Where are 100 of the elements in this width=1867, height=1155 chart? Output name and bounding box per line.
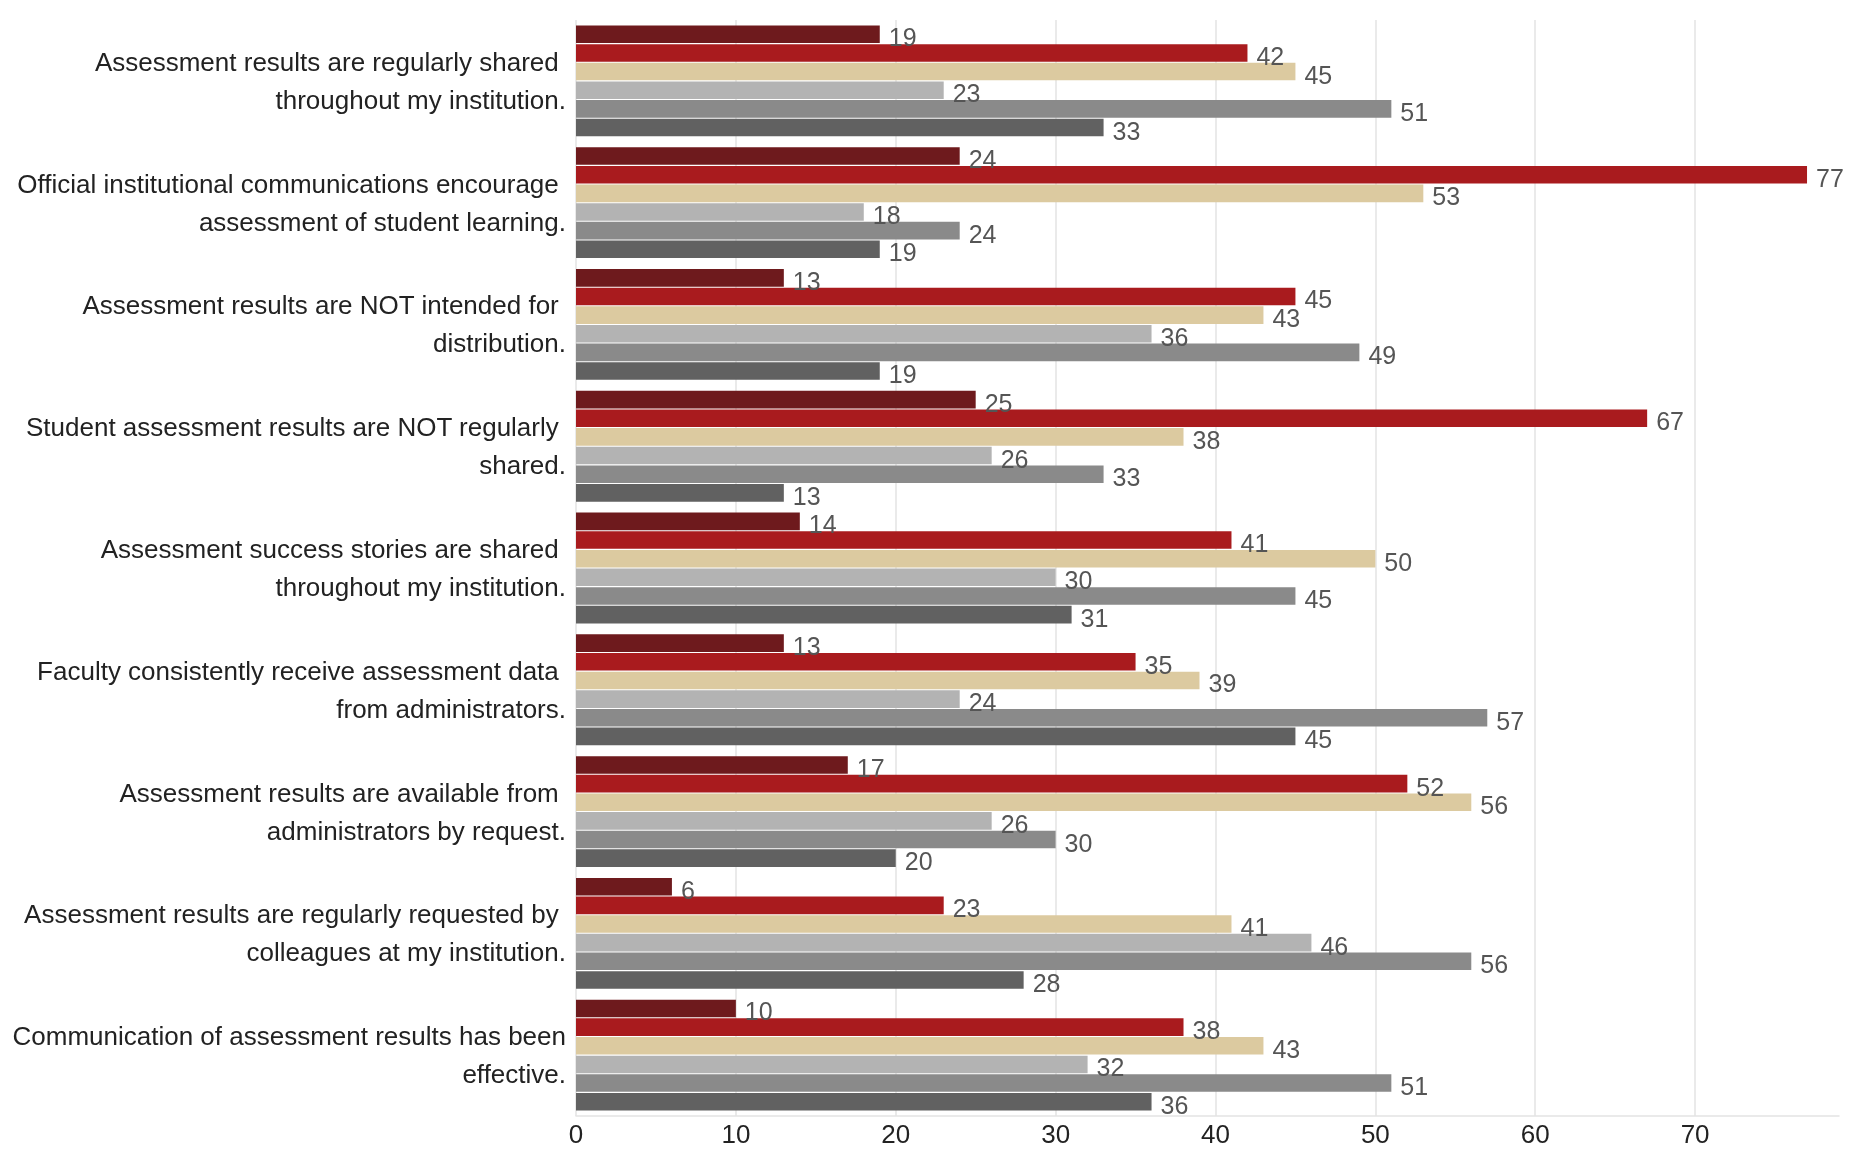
bar [576,653,1136,671]
data-label: 33 [1112,116,1141,145]
bar [576,690,960,708]
data-label: 45 [1304,60,1333,89]
data-label: 39 [1208,669,1237,698]
data-label: 36 [1160,1090,1189,1119]
bar [576,240,880,259]
data-label: 57 [1496,706,1525,735]
y-tick-label: Assessment results are NOT intended for distribution. [82,290,566,359]
data-label: 33 [1112,463,1141,492]
bar [576,484,784,502]
bar [576,362,880,380]
data-label: 26 [1000,444,1029,473]
y-tick-label: Assessment results are regularly requested by colleagues at my institution. [24,899,566,968]
data-label: 41 [1240,913,1269,942]
x-tick-label: 70 [1680,1119,1710,1149]
bar [576,203,864,221]
data-label: 56 [1480,950,1509,979]
data-label: 32 [1096,1053,1125,1082]
data-label: 43 [1272,1034,1301,1063]
data-label: 53 [1432,182,1461,211]
bar [576,971,1024,989]
bar [576,812,992,830]
x-tick-label: 10 [721,1119,751,1149]
y-tick-label: Faculty consistently receive assessment data from administrators. [37,655,566,724]
y-tick-label: Student assessment results are NOT regularly shared. [26,412,566,481]
bar [576,727,1296,746]
bar [576,269,784,287]
bar [576,999,736,1018]
data-label: 77 [1816,163,1844,192]
data-label: 36 [1160,322,1189,351]
data-label: 20 [904,847,933,876]
data-label: 19 [888,360,917,389]
bar [576,877,672,896]
bar [576,1074,1392,1092]
y-tick-label: Communication of assessment results has been effective. [12,1021,566,1090]
bar [576,1018,1184,1036]
data-label: 24 [968,145,997,174]
data-label: 67 [1656,407,1684,436]
data-label: 38 [1192,1016,1221,1045]
data-label: 49 [1368,341,1397,370]
data-label: 45 [1304,285,1333,314]
data-label: 13 [792,632,821,661]
y-tick-label: Assessment results are regularly shared throughout my institution. [94,46,566,115]
data-label: 23 [952,894,981,923]
x-tick-label: 40 [1201,1119,1230,1149]
data-label: 24 [968,688,997,717]
bar [576,568,1056,587]
bar [576,147,960,165]
bar [576,605,1072,624]
bar [576,849,896,867]
bar [576,915,1232,933]
bar [576,390,976,409]
y-tick-label: Assessment results are available from administrators by request. [119,777,566,846]
data-label: 35 [1144,650,1173,679]
bar [576,587,1296,605]
data-label: 24 [968,219,997,248]
data-label: 13 [792,266,821,295]
data-label: 17 [856,753,885,782]
bar [576,184,1424,203]
data-label: 42 [1256,41,1285,70]
data-label: 41 [1240,529,1269,558]
data-label: 30 [1064,566,1093,595]
bar [576,428,1184,446]
x-tick-label: 20 [881,1119,911,1149]
data-label: 28 [1032,968,1061,997]
bar [576,531,1232,549]
bar [576,512,800,531]
data-label: 18 [872,200,901,229]
data-label: 23 [952,79,981,108]
bar [576,81,944,100]
bar [576,324,1152,343]
bar [576,1055,1088,1074]
data-label: 56 [1480,791,1509,820]
data-label: 46 [1320,931,1349,960]
data-label: 43 [1272,304,1301,333]
x-tick-label: 0 [568,1119,584,1149]
bar [576,25,880,44]
bar [576,118,1104,137]
bar [576,1092,1152,1111]
data-label: 51 [1400,1072,1429,1101]
bar [576,446,992,465]
data-label: 51 [1400,97,1429,126]
data-label: 50 [1384,547,1413,576]
y-tick-label: Official institutional communications encourage assessment of student learning. [17,168,566,237]
bar [576,634,784,652]
data-label: 38 [1192,425,1221,454]
data-label: 26 [1000,809,1029,838]
x-tick-label: 50 [1360,1119,1390,1149]
data-label: 45 [1304,584,1333,613]
data-label: 19 [888,238,917,267]
y-tick-label: Assessment success stories are shared throughout my institution. [100,534,566,602]
data-label: 45 [1304,725,1333,754]
data-label: 52 [1416,772,1445,801]
bar [576,100,1392,118]
data-label: 31 [1080,603,1109,632]
data-label: 30 [1064,828,1093,857]
bar [576,306,1264,324]
bar [576,756,848,774]
bar [576,44,1248,62]
